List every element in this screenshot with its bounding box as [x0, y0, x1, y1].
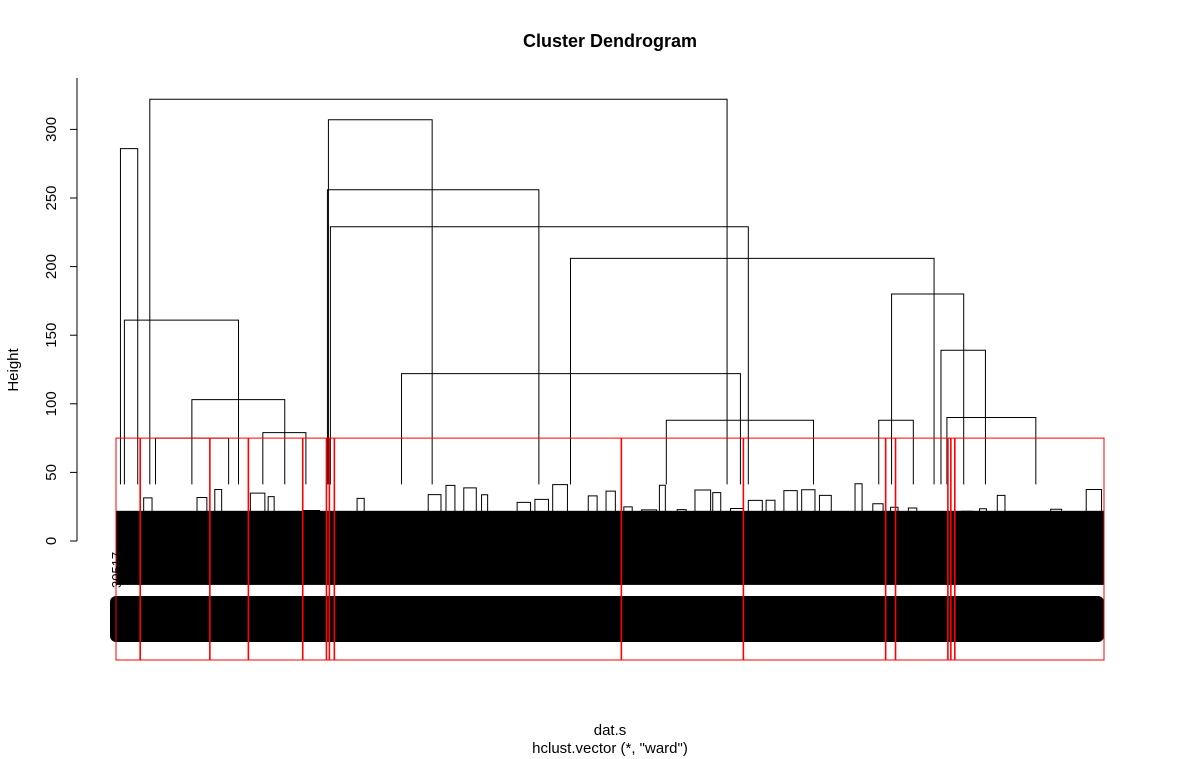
y-tick-label: 150 — [43, 323, 60, 348]
y-axis: 0 50 100 150 200 250 300 — [43, 78, 78, 545]
chart-title: Cluster Dendrogram — [523, 31, 697, 51]
leaf-label: 30517 — [109, 552, 124, 588]
y-tick-label: 0 — [43, 537, 60, 545]
leaf-label-band — [110, 596, 1104, 642]
dendrogram-tree — [117, 98, 1104, 541]
merge-1 — [123, 319, 240, 485]
merge-4 — [262, 432, 307, 485]
low-level-branches — [117, 517, 1104, 541]
merge-0 — [119, 148, 139, 485]
cluster-cut-boxes — [115, 437, 1105, 661]
y-tick-label: 50 — [43, 464, 60, 481]
y-axis-label: Height — [5, 347, 22, 391]
merge-14 — [878, 419, 914, 485]
y-tick-label: 100 — [43, 391, 60, 416]
merge-5 — [327, 119, 433, 485]
chart-subtitle: hclust.vector (*, "ward") — [532, 740, 688, 757]
mid-level-branches — [125, 483, 1103, 533]
merge-2 — [191, 399, 286, 485]
merge-11 — [891, 293, 965, 485]
leaf-band — [110, 510, 1104, 642]
merge-7 — [329, 226, 749, 485]
y-tick-label: 250 — [43, 185, 60, 210]
merge-6 — [326, 189, 540, 485]
merge-8 — [569, 257, 935, 485]
y-tick-label: 300 — [43, 117, 60, 142]
y-tick-label: 200 — [43, 254, 60, 279]
x-axis-label: dat.s — [594, 722, 627, 739]
merge-13 — [946, 417, 1037, 485]
merge-10 — [665, 419, 815, 485]
merge-15 — [149, 98, 728, 485]
merge-9 — [401, 373, 741, 485]
